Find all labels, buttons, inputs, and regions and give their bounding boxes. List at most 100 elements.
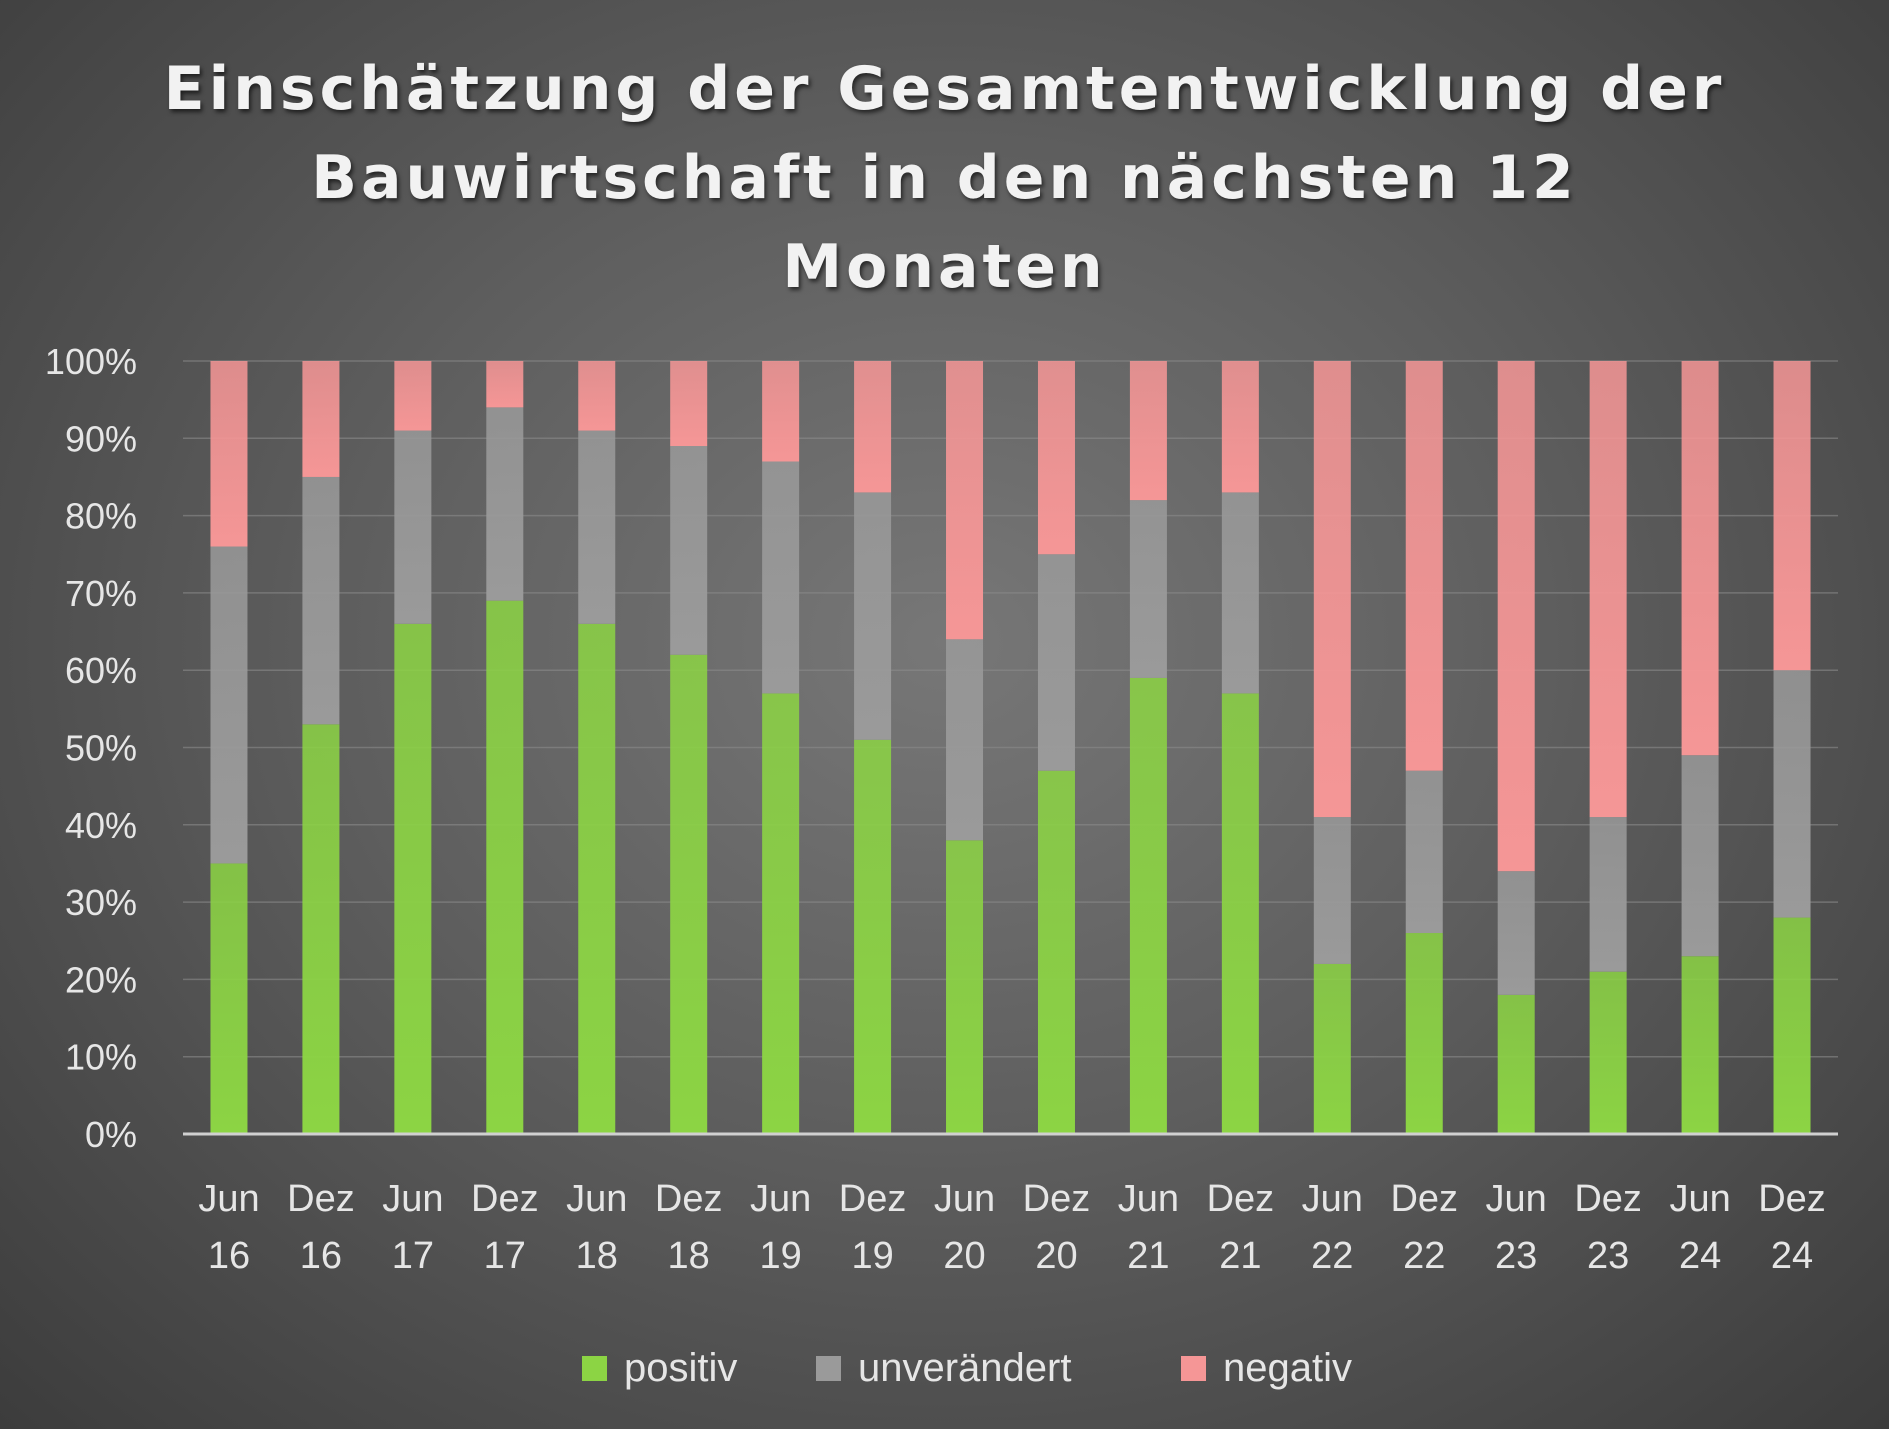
bar-unverändert-Jun-19 bbox=[762, 461, 800, 694]
bar-negativ-Jun-19 bbox=[762, 361, 800, 462]
bar-unverändert-Dez-24 bbox=[1773, 670, 1811, 918]
x-tick-label-year: 21 bbox=[1127, 1235, 1169, 1277]
bar-positiv-Dez-22 bbox=[1405, 933, 1443, 1134]
x-tick-label-month: Jun bbox=[1302, 1178, 1363, 1220]
bar-positiv-Dez-20 bbox=[1037, 770, 1075, 1134]
bar-unverändert-Dez-18 bbox=[670, 446, 708, 655]
bar-negativ-Dez-19 bbox=[854, 361, 892, 493]
bar-positiv-Dez-23 bbox=[1589, 971, 1627, 1134]
bar-unverändert-Jun-18 bbox=[578, 430, 616, 624]
bar-unverändert-Jun-17 bbox=[394, 430, 432, 624]
bar-unverändert-Jun-23 bbox=[1497, 871, 1535, 995]
x-tick-label-month: Jun bbox=[382, 1178, 443, 1220]
x-tick-label-year: 24 bbox=[1771, 1235, 1813, 1277]
chart-title-line-1: Einschätzung der Gesamtentwicklung der bbox=[163, 54, 1726, 124]
bar-negativ-Jun-20 bbox=[946, 361, 984, 640]
bar-negativ-Jun-18 bbox=[578, 361, 616, 431]
bar-unverändert-Jun-22 bbox=[1313, 817, 1351, 964]
legend-swatch-unverändert bbox=[816, 1356, 841, 1381]
bar-negativ-Dez-22 bbox=[1405, 361, 1443, 771]
y-tick-label: 20% bbox=[65, 959, 137, 1000]
legend-label-negativ: negativ bbox=[1223, 1346, 1352, 1390]
bar-positiv-Jun-19 bbox=[762, 693, 800, 1134]
bar-positiv-Jun-20 bbox=[946, 840, 984, 1134]
bar-unverändert-Dez-23 bbox=[1589, 817, 1627, 972]
chart-title-line-2: Bauwirtschaft in den nächsten 12 bbox=[311, 143, 1578, 213]
legend-label-unverändert: unverändert bbox=[858, 1346, 1071, 1390]
y-tick-label: 10% bbox=[65, 1037, 137, 1078]
x-tick-label-month: Dez bbox=[1390, 1178, 1458, 1220]
x-tick-label-year: 23 bbox=[1495, 1235, 1537, 1277]
y-tick-label: 70% bbox=[65, 573, 137, 614]
x-tick-label-month: Dez bbox=[839, 1178, 907, 1220]
y-tick-label: 50% bbox=[65, 728, 137, 769]
bar-positiv-Jun-17 bbox=[394, 623, 432, 1134]
y-tick-label: 30% bbox=[65, 882, 137, 923]
bar-positiv-Dez-21 bbox=[1221, 693, 1259, 1134]
bar-positiv-Dez-18 bbox=[670, 654, 708, 1134]
bar-negativ-Dez-24 bbox=[1773, 361, 1811, 671]
bar-unverändert-Dez-21 bbox=[1221, 492, 1259, 694]
x-tick-label-month: Dez bbox=[1207, 1178, 1275, 1220]
x-tick-label-month: Dez bbox=[1023, 1178, 1091, 1220]
bar-positiv-Dez-17 bbox=[486, 600, 524, 1134]
bar-unverändert-Jun-16 bbox=[210, 546, 248, 864]
bar-unverändert-Dez-22 bbox=[1405, 770, 1443, 934]
x-tick-label-year: 22 bbox=[1311, 1235, 1353, 1277]
bar-positiv-Jun-24 bbox=[1681, 956, 1719, 1134]
bar-negativ-Jun-23 bbox=[1497, 361, 1535, 872]
x-tick-label-year: 24 bbox=[1679, 1235, 1721, 1277]
bar-unverändert-Jun-24 bbox=[1681, 755, 1719, 957]
bar-negativ-Jun-17 bbox=[394, 361, 432, 431]
bar-positiv-Dez-19 bbox=[854, 739, 892, 1134]
x-tick-label-month: Jun bbox=[1486, 1178, 1547, 1220]
bar-negativ-Dez-17 bbox=[486, 361, 524, 408]
legend-swatch-negativ bbox=[1181, 1356, 1206, 1381]
bar-unverändert-Jun-20 bbox=[946, 639, 984, 841]
x-tick-label-month: Dez bbox=[1574, 1178, 1642, 1220]
x-tick-label-month: Jun bbox=[750, 1178, 811, 1220]
x-tick-label-month: Jun bbox=[934, 1178, 995, 1220]
bar-negativ-Jun-24 bbox=[1681, 361, 1719, 756]
bar-negativ-Jun-16 bbox=[210, 361, 248, 547]
x-tick-label-year: 18 bbox=[668, 1235, 710, 1277]
bar-negativ-Dez-21 bbox=[1221, 361, 1259, 493]
bar-negativ-Dez-16 bbox=[302, 361, 340, 477]
x-tick-label-year: 18 bbox=[576, 1235, 618, 1277]
bar-unverändert-Dez-17 bbox=[486, 407, 524, 601]
chart-title: Einschätzung der Gesamtentwicklung der B… bbox=[0, 45, 1889, 312]
bar-positiv-Jun-16 bbox=[210, 863, 248, 1134]
bar-positiv-Jun-21 bbox=[1129, 677, 1167, 1134]
y-tick-label: 0% bbox=[85, 1114, 137, 1155]
y-tick-label: 40% bbox=[65, 805, 137, 846]
x-tick-label-month: Dez bbox=[471, 1178, 539, 1220]
bar-unverändert-Dez-16 bbox=[302, 476, 340, 725]
x-tick-label-year: 23 bbox=[1587, 1235, 1629, 1277]
x-tick-label-month: Jun bbox=[566, 1178, 627, 1220]
bar-negativ-Jun-22 bbox=[1313, 361, 1351, 818]
x-tick-label-year: 16 bbox=[208, 1235, 250, 1277]
bar-unverändert-Dez-20 bbox=[1037, 554, 1075, 771]
bar-positiv-Jun-23 bbox=[1497, 994, 1535, 1134]
bar-negativ-Dez-20 bbox=[1037, 361, 1075, 555]
bar-negativ-Jun-21 bbox=[1129, 361, 1167, 501]
x-tick-label-month: Dez bbox=[1758, 1178, 1826, 1220]
chart-title-line-3: Monaten bbox=[782, 232, 1107, 302]
bar-positiv-Dez-24 bbox=[1773, 917, 1811, 1134]
x-tick-label-year: 20 bbox=[943, 1235, 985, 1277]
x-tick-label-year: 19 bbox=[759, 1235, 801, 1277]
x-tick-label-year: 19 bbox=[851, 1235, 893, 1277]
x-tick-label-month: Jun bbox=[1669, 1178, 1730, 1220]
bar-positiv-Jun-22 bbox=[1313, 963, 1351, 1134]
x-tick-label-year: 21 bbox=[1219, 1235, 1261, 1277]
x-tick-label-year: 17 bbox=[484, 1235, 526, 1277]
x-tick-label-month: Jun bbox=[198, 1178, 259, 1220]
bar-unverändert-Dez-19 bbox=[854, 492, 892, 740]
y-tick-label: 80% bbox=[65, 496, 137, 537]
bar-negativ-Dez-18 bbox=[670, 361, 708, 447]
x-tick-label-year: 22 bbox=[1403, 1235, 1445, 1277]
x-tick-label-month: Jun bbox=[1118, 1178, 1179, 1220]
x-tick-label-year: 16 bbox=[300, 1235, 342, 1277]
y-tick-label: 100% bbox=[45, 341, 137, 382]
